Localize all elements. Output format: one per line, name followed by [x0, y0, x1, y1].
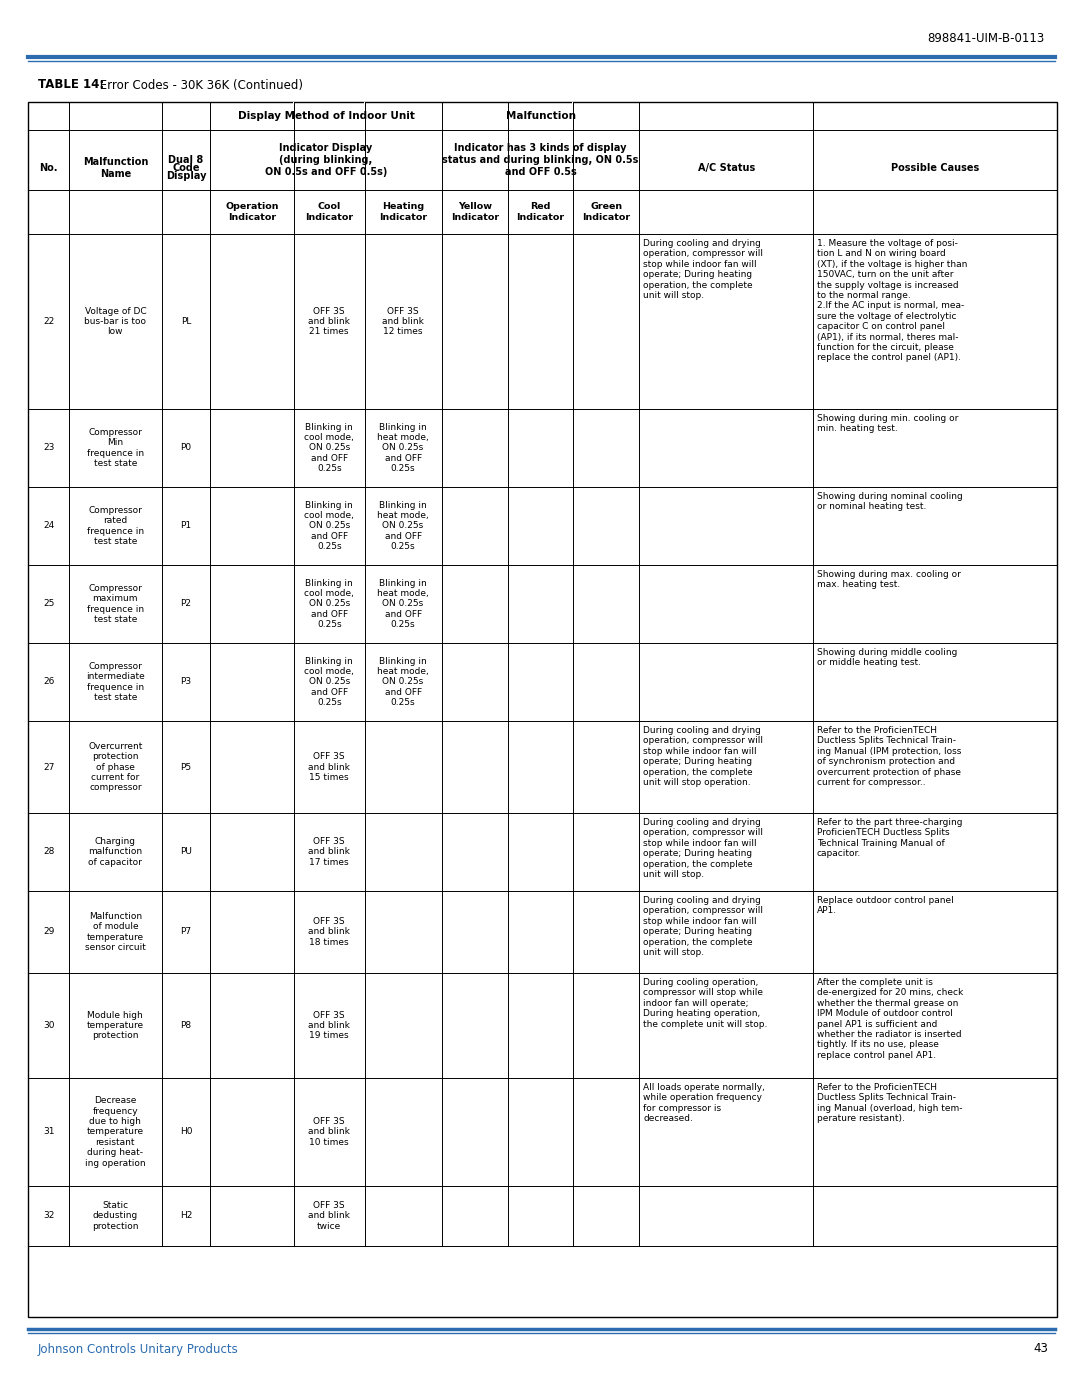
Text: OFF 3S
and blink
21 times: OFF 3S and blink 21 times	[308, 306, 350, 337]
Text: Compressor
maximum
frequence in
test state: Compressor maximum frequence in test sta…	[86, 584, 144, 624]
Text: OFF 3S
and blink
15 times: OFF 3S and blink 15 times	[308, 752, 350, 782]
Text: Refer to the part three-charging
ProficienTECH Ductless Splits
Technical Trainin: Refer to the part three-charging Profici…	[816, 819, 962, 858]
Text: During cooling and drying
operation, compressor will
stop while indoor fan will
: During cooling and drying operation, com…	[644, 819, 764, 879]
Text: Johnson Controls Unitary Products: Johnson Controls Unitary Products	[38, 1343, 239, 1355]
Text: 26: 26	[43, 678, 54, 686]
Text: P2: P2	[180, 599, 191, 609]
Text: Replace outdoor control panel
AP1.: Replace outdoor control panel AP1.	[816, 895, 954, 915]
Text: OFF 3S
and blink
17 times: OFF 3S and blink 17 times	[308, 837, 350, 868]
Text: TABLE 14:: TABLE 14:	[38, 78, 105, 91]
Text: Indicator has 3 kinds of display
status and during blinking, ON 0.5s
and OFF 0.5: Indicator has 3 kinds of display status …	[443, 144, 638, 176]
Text: 28: 28	[43, 848, 54, 856]
Text: P8: P8	[180, 1021, 191, 1030]
Text: OFF 3S
and blink
18 times: OFF 3S and blink 18 times	[308, 916, 350, 947]
Text: P1: P1	[180, 521, 191, 531]
Text: After the complete unit is
de-energized for 20 mins, check
whether the thermal g: After the complete unit is de-energized …	[816, 978, 963, 1060]
Text: P3: P3	[180, 678, 191, 686]
Text: Refer to the ProficienTECH
Ductless Splits Technical Train-
ing Manual (overload: Refer to the ProficienTECH Ductless Spli…	[816, 1083, 962, 1123]
Bar	[572, 102, 573, 130]
Text: 30: 30	[43, 1021, 54, 1030]
Text: A/C Status: A/C Status	[698, 163, 755, 173]
Text: P5: P5	[180, 763, 191, 771]
Text: Indicator Display
(during blinking,
ON 0.5s and OFF 0.5s): Indicator Display (during blinking, ON 0…	[265, 144, 388, 176]
Text: P0: P0	[180, 443, 191, 453]
Text: PU: PU	[180, 848, 192, 856]
Text: Blinking in
cool mode,
ON 0.25s
and OFF
0.25s: Blinking in cool mode, ON 0.25s and OFF …	[305, 578, 354, 629]
Text: Blinking in
heat mode,
ON 0.25s
and OFF
0.25s: Blinking in heat mode, ON 0.25s and OFF …	[377, 578, 429, 629]
Text: Cool
Indicator: Cool Indicator	[306, 203, 353, 222]
Text: Showing during middle cooling
or middle heating test.: Showing during middle cooling or middle …	[816, 648, 957, 668]
Text: Blinking in
cool mode,
ON 0.25s
and OFF
0.25s: Blinking in cool mode, ON 0.25s and OFF …	[305, 423, 354, 474]
Text: During cooling and drying
operation, compressor will
stop while indoor fan will
: During cooling and drying operation, com…	[644, 239, 764, 300]
Text: Blinking in
heat mode,
ON 0.25s
and OFF
0.25s: Blinking in heat mode, ON 0.25s and OFF …	[377, 423, 429, 474]
Text: Malfunction
of module
temperature
sensor circuit: Malfunction of module temperature sensor…	[85, 912, 146, 953]
Text: Showing during nominal cooling
or nominal heating test.: Showing during nominal cooling or nomina…	[816, 492, 962, 511]
Text: 898841-UIM-B-0113: 898841-UIM-B-0113	[928, 32, 1045, 46]
Text: Refer to the ProficienTECH
Ductless Splits Technical Train-
ing Manual (IPM prot: Refer to the ProficienTECH Ductless Spli…	[816, 726, 961, 787]
Text: Dual 8: Dual 8	[168, 155, 204, 165]
Text: Yellow
Indicator: Yellow Indicator	[451, 203, 499, 222]
Text: 31: 31	[43, 1127, 54, 1137]
Text: 27: 27	[43, 763, 54, 771]
Text: Compressor
Min
frequence in
test state: Compressor Min frequence in test state	[86, 427, 144, 468]
Bar	[364, 102, 365, 130]
Text: OFF 3S
and blink
10 times: OFF 3S and blink 10 times	[308, 1118, 350, 1147]
Text: Malfunction: Malfunction	[505, 110, 576, 122]
Text: Blinking in
heat mode,
ON 0.25s
and OFF
0.25s: Blinking in heat mode, ON 0.25s and OFF …	[377, 657, 429, 707]
Text: During cooling and drying
operation, compressor will
stop while indoor fan will
: During cooling and drying operation, com…	[644, 895, 764, 957]
Text: Static
dedusting
protection: Static dedusting protection	[92, 1201, 138, 1231]
Text: P7: P7	[180, 928, 191, 936]
Text: Error Codes - 30K 36K (Continued): Error Codes - 30K 36K (Continued)	[96, 78, 303, 91]
Text: Showing during max. cooling or
max. heating test.: Showing during max. cooling or max. heat…	[816, 570, 961, 590]
Text: Blinking in
cool mode,
ON 0.25s
and OFF
0.25s: Blinking in cool mode, ON 0.25s and OFF …	[305, 657, 354, 707]
Text: 32: 32	[43, 1211, 54, 1221]
Text: No.: No.	[39, 163, 58, 173]
Text: Voltage of DC
bus-bar is too
low: Voltage of DC bus-bar is too low	[84, 306, 147, 337]
Text: Green
Indicator: Green Indicator	[582, 203, 630, 222]
Bar	[294, 102, 295, 130]
Text: 22: 22	[43, 317, 54, 326]
Text: OFF 3S
and blink
twice: OFF 3S and blink twice	[308, 1201, 350, 1231]
Text: 24: 24	[43, 521, 54, 531]
Text: 29: 29	[43, 928, 54, 936]
Text: During cooling and drying
operation, compressor will
stop while indoor fan will
: During cooling and drying operation, com…	[644, 726, 764, 787]
Text: Blinking in
heat mode,
ON 0.25s
and OFF
0.25s: Blinking in heat mode, ON 0.25s and OFF …	[377, 500, 429, 552]
Text: Charging
malfunction
of capacitor: Charging malfunction of capacitor	[89, 837, 143, 868]
Text: Module high
temperature
protection: Module high temperature protection	[86, 1010, 144, 1041]
Text: Red
Indicator: Red Indicator	[516, 203, 565, 222]
Text: Malfunction
Name: Malfunction Name	[83, 158, 148, 179]
Text: Code: Code	[173, 163, 200, 173]
Text: Compressor
rated
frequence in
test state: Compressor rated frequence in test state	[86, 506, 144, 546]
Text: Display Method of Indoor Unit: Display Method of Indoor Unit	[238, 110, 415, 122]
Text: During cooling operation,
compressor will stop while
indoor fan will operate;
Du: During cooling operation, compressor wil…	[644, 978, 768, 1028]
Bar	[294, 130, 295, 190]
Bar	[364, 130, 365, 190]
Bar	[508, 102, 510, 130]
Text: 43: 43	[1034, 1343, 1048, 1355]
Text: Compressor
intermediate
frequence in
test state: Compressor intermediate frequence in tes…	[86, 662, 145, 703]
Text: Display: Display	[165, 170, 206, 182]
Text: Operation
Indicator: Operation Indicator	[226, 203, 279, 222]
Text: 1. Measure the voltage of posi-
tion L and N on wiring board
(XT), if the voltag: 1. Measure the voltage of posi- tion L a…	[816, 239, 968, 362]
Bar	[508, 130, 510, 190]
Text: 25: 25	[43, 599, 54, 609]
Text: OFF 3S
and blink
19 times: OFF 3S and blink 19 times	[308, 1010, 350, 1041]
Text: OFF 3S
and blink
12 times: OFF 3S and blink 12 times	[382, 306, 424, 337]
Text: Overcurrent
protection
of phase
current for
compressor: Overcurrent protection of phase current …	[89, 742, 143, 792]
Text: Heating
Indicator: Heating Indicator	[379, 203, 428, 222]
Text: Showing during min. cooling or
min. heating test.: Showing during min. cooling or min. heat…	[816, 414, 958, 433]
Bar	[28, 102, 1057, 1317]
Bar	[572, 130, 573, 190]
Text: Decrease
frequency
due to high
temperature
resistant
during heat-
ing operation: Decrease frequency due to high temperatu…	[85, 1097, 146, 1168]
Text: H2: H2	[180, 1211, 192, 1221]
Text: PL: PL	[180, 317, 191, 326]
Text: Blinking in
cool mode,
ON 0.25s
and OFF
0.25s: Blinking in cool mode, ON 0.25s and OFF …	[305, 500, 354, 552]
Text: All loads operate normally,
while operation frequency
for compressor is
decrease: All loads operate normally, while operat…	[644, 1083, 766, 1123]
Text: Possible Causes: Possible Causes	[891, 163, 980, 173]
Text: H0: H0	[179, 1127, 192, 1137]
Text: 23: 23	[43, 443, 54, 453]
